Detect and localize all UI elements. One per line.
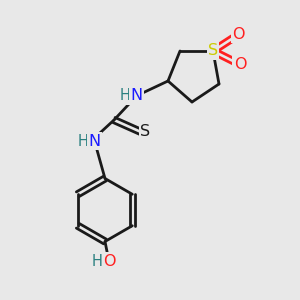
Text: N: N bbox=[88, 134, 101, 148]
Text: S: S bbox=[140, 124, 151, 140]
Text: O: O bbox=[103, 254, 116, 268]
Text: H: H bbox=[120, 88, 131, 104]
Text: H: H bbox=[92, 254, 103, 268]
Text: N: N bbox=[130, 88, 142, 104]
Text: O: O bbox=[232, 27, 245, 42]
Text: S: S bbox=[208, 44, 218, 59]
Text: H: H bbox=[78, 134, 89, 148]
Text: O: O bbox=[234, 57, 246, 72]
